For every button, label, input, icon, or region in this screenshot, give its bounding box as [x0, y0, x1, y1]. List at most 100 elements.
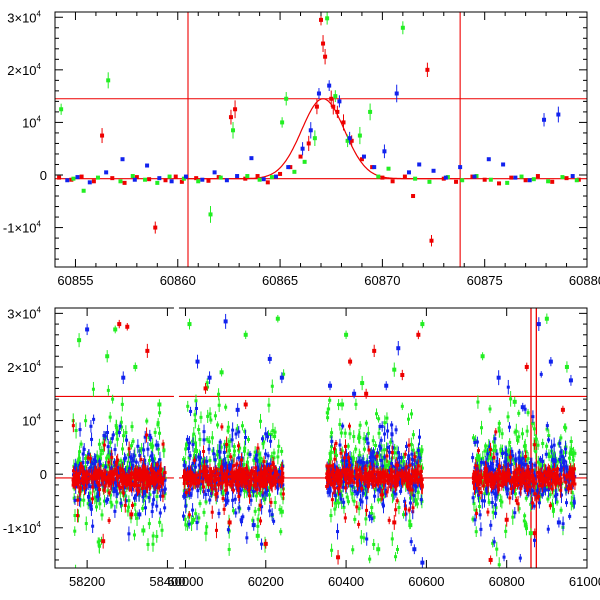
data-point — [190, 467, 194, 471]
data-point — [483, 449, 487, 453]
data-point — [445, 175, 450, 180]
data-point — [385, 416, 389, 420]
data-point — [524, 462, 528, 466]
data-point — [394, 555, 398, 559]
data-point — [278, 171, 283, 176]
data-point — [107, 450, 111, 454]
data-point — [511, 454, 515, 458]
data-point — [365, 461, 369, 465]
data-point — [209, 418, 213, 422]
data-point — [492, 440, 496, 444]
data-point — [527, 178, 532, 183]
data-point — [140, 475, 144, 479]
data-point — [571, 504, 575, 508]
data-point — [104, 465, 108, 469]
data-point — [125, 467, 129, 471]
data-point — [494, 511, 498, 515]
data-point — [531, 489, 535, 493]
data-point — [182, 494, 186, 498]
data-point — [337, 403, 341, 407]
data-point — [352, 499, 356, 503]
data-point — [288, 165, 293, 170]
data-point — [88, 491, 92, 495]
data-point — [476, 454, 480, 458]
data-point — [245, 536, 249, 540]
data-point — [429, 238, 434, 243]
data-point — [377, 453, 381, 457]
data-point — [197, 463, 201, 467]
x-tick-label: 60870 — [364, 273, 400, 288]
data-point — [358, 486, 362, 490]
data-point — [134, 175, 139, 180]
data-point — [380, 455, 384, 459]
data-point — [531, 415, 535, 419]
data-point — [334, 453, 338, 457]
data-point — [139, 478, 143, 482]
data-point — [237, 430, 241, 434]
data-point — [376, 174, 381, 179]
data-point — [186, 468, 190, 472]
data-point — [549, 465, 553, 469]
data-point — [206, 178, 211, 183]
data-point — [73, 529, 77, 533]
data-point — [532, 427, 536, 431]
data-point — [210, 436, 214, 440]
data-point — [91, 524, 95, 528]
data-point — [152, 498, 156, 502]
data-point — [478, 513, 482, 517]
data-point — [353, 469, 357, 473]
data-point — [142, 483, 146, 487]
data-point — [91, 474, 95, 478]
data-point — [552, 443, 556, 447]
data-point — [357, 436, 361, 440]
data-point — [390, 464, 394, 468]
data-point — [141, 506, 145, 510]
data-point — [387, 464, 391, 468]
data-point — [76, 461, 80, 465]
data-point — [368, 455, 372, 459]
data-point — [345, 495, 349, 499]
data-point — [184, 504, 188, 508]
data-point — [151, 502, 155, 506]
data-point — [90, 497, 94, 501]
data-point — [231, 509, 235, 513]
data-point — [76, 482, 80, 486]
data-point — [382, 448, 386, 452]
data-point — [75, 175, 80, 180]
data-point — [276, 455, 280, 459]
data-point — [352, 456, 356, 460]
data-point — [137, 471, 141, 475]
data-point — [156, 466, 160, 470]
data-point — [119, 501, 123, 505]
data-point — [270, 455, 274, 459]
data-point — [393, 446, 397, 450]
data-point — [257, 459, 261, 463]
data-point — [185, 443, 189, 447]
data-point — [407, 454, 411, 458]
data-point — [241, 515, 245, 519]
data-point — [403, 499, 407, 503]
data-point — [513, 492, 517, 496]
data-point — [99, 456, 103, 460]
data-point — [359, 463, 363, 467]
data-point — [546, 179, 551, 184]
data-point — [228, 439, 232, 443]
data-point — [373, 488, 377, 492]
data-point — [186, 524, 190, 528]
data-point — [533, 463, 537, 467]
data-point — [327, 83, 332, 88]
data-point — [365, 496, 369, 500]
data-point — [233, 449, 237, 453]
data-point — [104, 170, 109, 175]
data-point — [204, 531, 208, 535]
data-point — [559, 493, 563, 497]
data-point — [510, 449, 514, 453]
data-point — [167, 174, 172, 179]
data-point — [84, 522, 88, 526]
data-point — [114, 424, 118, 428]
data-point — [524, 526, 528, 530]
data-point — [534, 450, 538, 454]
data-point — [499, 450, 503, 454]
data-point — [493, 503, 497, 507]
data-point — [571, 458, 575, 462]
